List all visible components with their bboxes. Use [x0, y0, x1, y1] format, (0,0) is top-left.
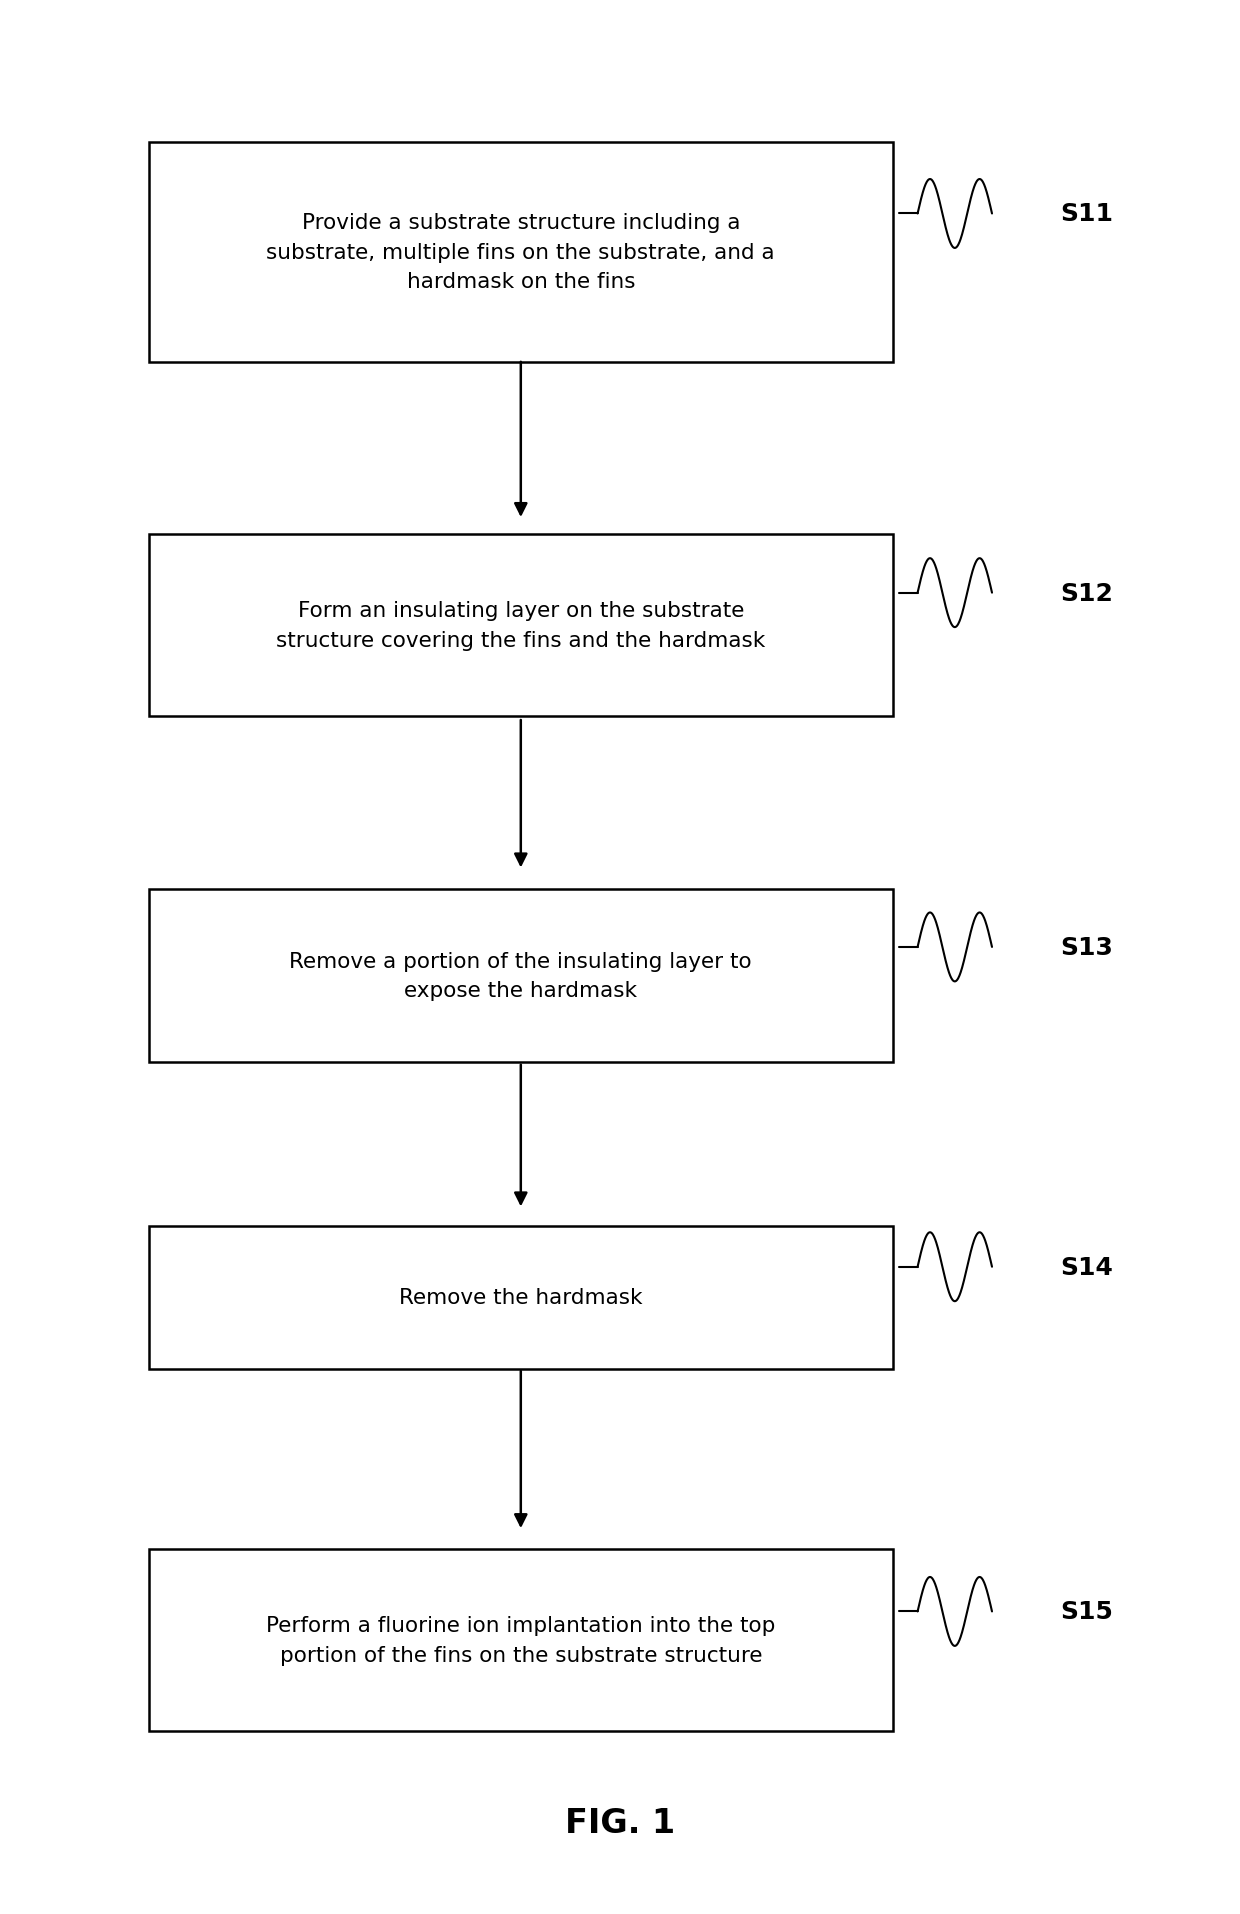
Text: S15: S15 — [1060, 1600, 1114, 1623]
Text: FIG. 1: FIG. 1 — [565, 1805, 675, 1839]
Bar — [149, 890, 893, 1062]
Text: Remove the hardmask: Remove the hardmask — [399, 1288, 642, 1307]
Text: Perform a fluorine ion implantation into the top
portion of the fins on the subs: Perform a fluorine ion implantation into… — [267, 1615, 775, 1665]
Text: Form an insulating layer on the substrate
structure covering the fins and the ha: Form an insulating layer on the substrat… — [277, 601, 765, 651]
Text: S14: S14 — [1060, 1256, 1114, 1279]
Bar — [149, 1225, 893, 1370]
Text: S11: S11 — [1060, 203, 1114, 226]
Text: S13: S13 — [1060, 936, 1114, 959]
Text: Remove a portion of the insulating layer to
expose the hardmask: Remove a portion of the insulating layer… — [289, 951, 753, 1001]
Text: Provide a substrate structure including a
substrate, multiple fins on the substr: Provide a substrate structure including … — [267, 212, 775, 293]
Bar — [149, 144, 893, 362]
Bar — [149, 1550, 893, 1730]
Bar — [149, 534, 893, 716]
Text: S12: S12 — [1060, 582, 1114, 605]
